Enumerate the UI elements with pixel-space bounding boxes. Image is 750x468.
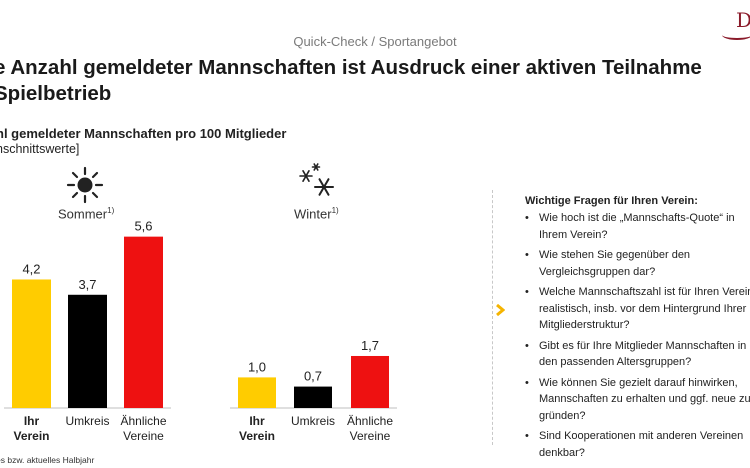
winter-category-label: Umkreis xyxy=(291,414,335,428)
question-line: Sind Kooperationen mit anderen Vereinen xyxy=(539,430,744,442)
winter-category-label: Ähnliche xyxy=(347,414,393,428)
page-title-line-2: Spielbetrieb xyxy=(0,82,112,105)
question-item: Sind Kooperationen mit anderen Vereinen d… xyxy=(525,428,750,461)
summer-value-label: 5,6 xyxy=(134,219,152,234)
question-line: gründen? xyxy=(539,409,586,422)
brand-logo: D xyxy=(736,8,750,32)
footnote: es bzw. aktuelles Halbjahr xyxy=(0,455,95,465)
divider xyxy=(492,190,493,445)
question-item: Wie stehen Sie gegenüber den Vergleichsgr… xyxy=(525,247,750,280)
question-line: realistisch, insb. vor dem Hintergrund I… xyxy=(539,302,747,315)
summer-bar-umkreis xyxy=(68,294,107,408)
winter-category-label: Verein xyxy=(239,429,275,443)
question-item: Gibt es für Ihre Mitglieder Mannschaften… xyxy=(525,338,750,371)
question-line: Welche Mannschaftszahl ist für Ihren Ver… xyxy=(539,286,750,298)
winter-value-label: 1,0 xyxy=(248,359,266,374)
question-item: Welche Mannschaftszahl ist für Ihren Ver… xyxy=(525,284,750,334)
question-line: den passenden Altersgruppen? xyxy=(539,356,692,368)
question-line: Ihrem Verein? xyxy=(539,228,608,241)
summer-category-label: Ähnliche xyxy=(120,414,166,428)
summer-bar-ihr-verein xyxy=(12,279,51,408)
winter-bar-umkreis xyxy=(294,386,332,408)
question-line: denkbar? xyxy=(539,446,585,459)
question-line: Mitgliederstruktur? xyxy=(539,319,630,331)
question-line: Gibt es für Ihre Mitglieder Mannschaften… xyxy=(539,339,747,352)
winter-bar-aehnliche-vereine xyxy=(351,355,389,408)
chart-subtitle: hl gemeldeter Mannschaften pro 100 Mitgl… xyxy=(0,126,287,141)
season-label-summer: Sommer1) xyxy=(58,206,115,222)
chart-subnote: hschnittswerte] xyxy=(0,142,80,156)
breadcrumb: Quick-Check / Sportangebot xyxy=(293,34,457,49)
question-line: Vergleichsgruppen dar? xyxy=(539,265,656,278)
summer-category-label: Umkreis xyxy=(66,414,110,428)
questions-list: Wie hoch ist die „Mannschafts-Quote“ in I… xyxy=(525,210,750,465)
season-label-winter: Winter1) xyxy=(294,206,339,222)
page-title-line-1: e Anzahl gemeldeter Mannschaften ist Aus… xyxy=(0,56,702,79)
winter-value-label: 0,7 xyxy=(304,369,322,384)
question-line: Wie hoch ist die „Mannschafts-Quote“ in xyxy=(539,212,735,224)
summer-value-label: 3,7 xyxy=(78,277,96,292)
winter-bar-ihr-verein xyxy=(238,377,276,408)
summer-category-label: Vereine xyxy=(123,429,164,443)
chevron-right-icon xyxy=(496,304,505,316)
question-line: Wie können Sie gezielt darauf hinwirken, xyxy=(539,376,738,389)
winter-category-label: Vereine xyxy=(350,429,391,443)
summer-value-label: 4,2 xyxy=(22,261,40,276)
question-line: Wie stehen Sie gegenüber den xyxy=(539,249,691,261)
sun-icon xyxy=(66,166,104,204)
summer-category-label: Verein xyxy=(13,429,49,443)
logo-swoosh-icon xyxy=(722,30,750,40)
winter-category-label: Ihr xyxy=(249,414,265,428)
winter-value-label: 1,7 xyxy=(361,338,379,353)
question-item: Wie hoch ist die „Mannschafts-Quote“ in I… xyxy=(525,210,750,243)
snowflake-icon xyxy=(299,163,334,196)
question-item: Wie können Sie gezielt darauf hinwirken,… xyxy=(525,375,750,425)
questions-title: Wichtige Fragen für Ihren Verein: xyxy=(525,195,698,207)
question-line: Mannschaften zu erhalten und ggf. neue z… xyxy=(539,393,750,405)
bar-charts: 4,2IhrVerein3,7Umkreis5,6ÄhnlicheVereine… xyxy=(4,219,397,443)
summer-bar-aehnliche-vereine xyxy=(124,236,163,408)
summer-category-label: Ihr xyxy=(24,414,40,428)
